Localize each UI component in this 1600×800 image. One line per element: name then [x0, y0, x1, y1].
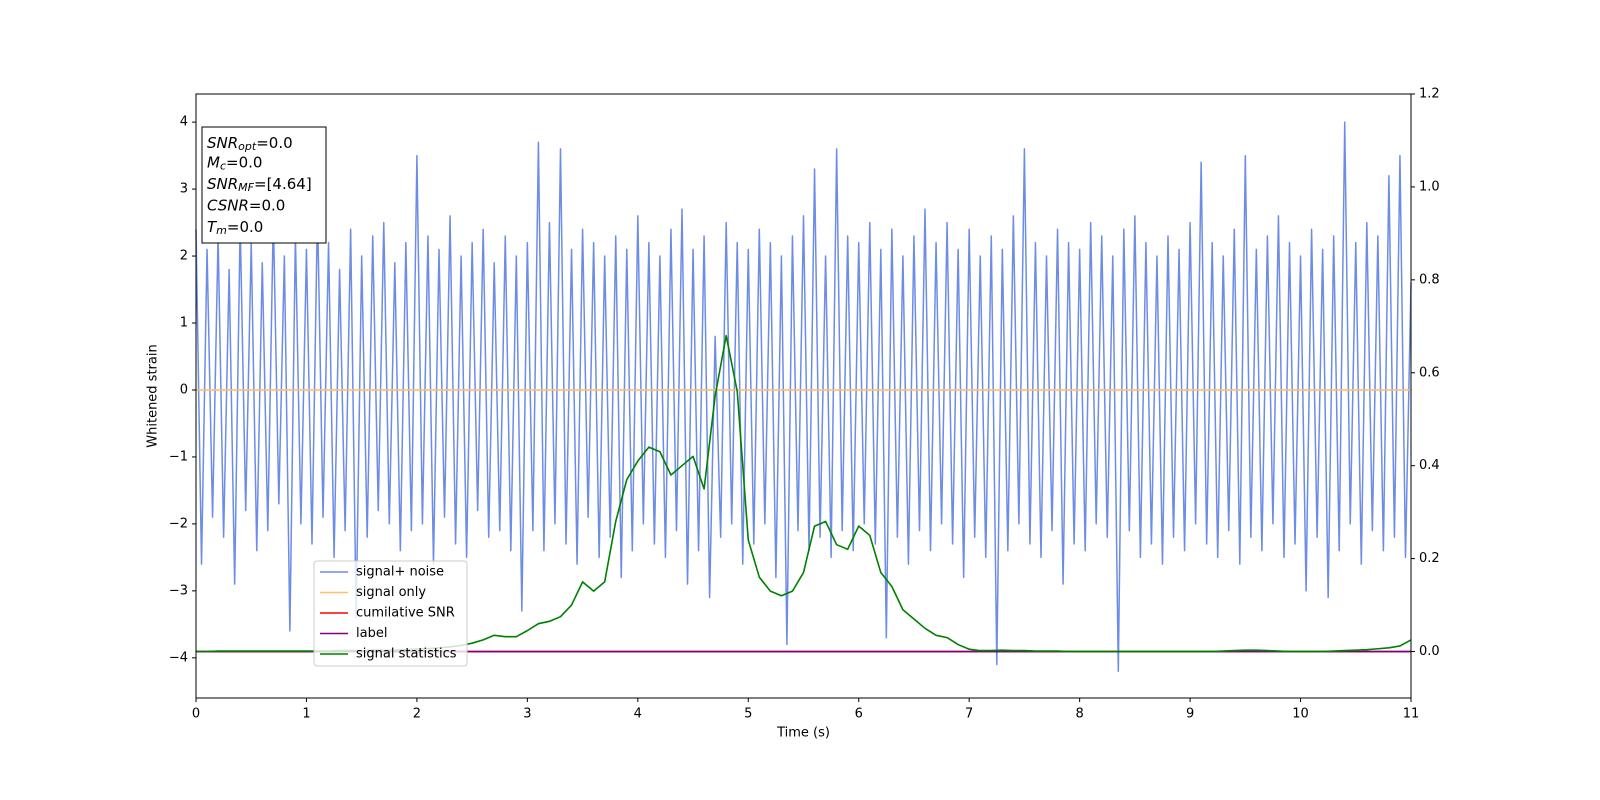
x-tick-label: 6 — [855, 707, 863, 722]
y-tick-label: 1 — [180, 316, 188, 331]
annotation-value: =[4.64] — [254, 175, 312, 193]
annotation-box: SNRopt=0.0Mc=0.0SNRMF=[4.64]CSNR=0.0Tm=0… — [201, 126, 327, 244]
y2-tick-label: 0.2 — [1419, 551, 1440, 566]
legend-label: label — [356, 626, 387, 641]
y2-tick-label: 0.0 — [1419, 644, 1440, 659]
x-tick-label: 7 — [965, 707, 973, 722]
annotation-symbol: M — [207, 153, 220, 171]
annotation-symbol: SNR — [207, 134, 238, 152]
y-tick-label: 3 — [180, 182, 188, 197]
y-tick-label: 0 — [180, 382, 188, 397]
annotation-value: =0.0 — [249, 196, 285, 214]
annotation-subscript: opt — [238, 140, 257, 153]
annotation-line: SNRMF=[4.64] — [207, 175, 312, 195]
annotation-frame — [201, 126, 327, 244]
legend-label: cumilative SNR — [356, 606, 455, 621]
y2-tick-label: 1.0 — [1419, 179, 1440, 194]
x-axis-label: Time (s) — [776, 726, 830, 741]
y-tick-label: −4 — [169, 650, 188, 665]
legend: signal+ noise signal only cumilative SNR la… — [313, 560, 468, 667]
axes-frame — [195, 93, 1412, 699]
y-axis-label: Whitened strain — [146, 344, 161, 447]
x-tick-label: 10 — [1292, 707, 1309, 722]
annotation-subscript: c — [220, 160, 226, 173]
y-tick-label: −2 — [169, 516, 188, 531]
legend-label: signal only — [356, 585, 426, 600]
y-tick-label: −1 — [169, 449, 188, 464]
x-tick-label: 9 — [1186, 707, 1194, 722]
annotation-value: =0.0 — [227, 218, 263, 236]
annotation-subscript: m — [216, 224, 227, 237]
x-tick-label: 3 — [523, 707, 531, 722]
legend-frame — [313, 560, 468, 667]
annotation-line: Mc=0.0 — [207, 153, 262, 173]
annotation-line: CSNR=0.0 — [207, 196, 285, 214]
y2-tick-label: 0.6 — [1419, 365, 1440, 380]
annotation-symbol: CSNR — [207, 196, 249, 214]
legend-label: signal statistics — [356, 647, 457, 662]
y-tick-label: 2 — [180, 249, 188, 264]
x-tick-label: 5 — [744, 707, 752, 722]
y-tick-label: 4 — [180, 115, 188, 130]
annotation-line: SNRopt=0.0 — [207, 134, 293, 154]
x-tick-label: 4 — [634, 707, 642, 722]
annotation-symbol: SNR — [207, 175, 238, 193]
annotation-value: =0.0 — [226, 153, 262, 171]
x-tick-label: 8 — [1075, 707, 1083, 722]
annotation-subscript: MF — [238, 181, 254, 194]
legend-label: signal+ noise — [356, 565, 444, 580]
x-tick-label: 1 — [302, 707, 310, 722]
x-tick-label: 0 — [192, 707, 200, 722]
y-tick-label: −3 — [169, 583, 188, 598]
x-tick-label: 11 — [1403, 707, 1420, 722]
annotation-symbol: T — [207, 218, 218, 236]
x-tick-label: 2 — [413, 707, 421, 722]
annotation-value: =0.0 — [256, 134, 292, 152]
y2-tick-label: 0.4 — [1419, 458, 1440, 473]
y2-tick-label: 1.2 — [1419, 87, 1440, 102]
y2-tick-label: 0.8 — [1419, 272, 1440, 287]
series-line — [195, 121, 1412, 672]
annotation-line: Tm=0.0 — [207, 218, 263, 238]
